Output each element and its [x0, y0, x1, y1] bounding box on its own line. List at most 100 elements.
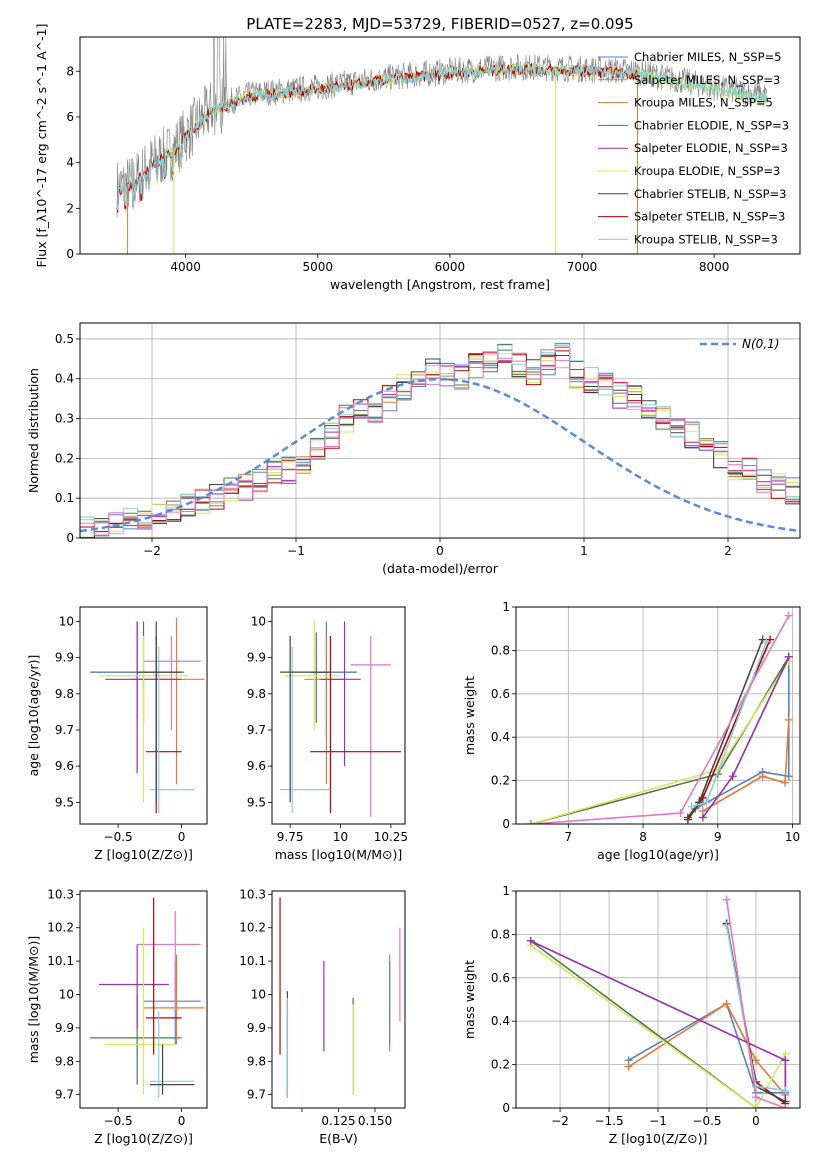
y-tick-label: 0.2: [55, 451, 74, 465]
y-tick-label: 1: [502, 884, 510, 898]
x-tick-label: 10: [333, 830, 348, 844]
axes-frame: [271, 890, 406, 1109]
x-tick-label: −2: [551, 1114, 569, 1128]
y-tick-label: 9.5: [55, 795, 74, 809]
x-axis-label: wavelength [Angstrom, rest frame]: [330, 277, 550, 292]
weight-marker: [728, 772, 737, 781]
axes-frame: [271, 606, 406, 825]
weight-marker: [751, 1056, 760, 1065]
x-tick-label: 8: [639, 830, 647, 844]
x-axis-label: Z [log10(Z/Z⊙)]: [94, 1131, 193, 1146]
y-axis-label: mass weight: [462, 960, 477, 1039]
y-axis-label: age [log10(age/yr)]: [26, 655, 41, 777]
y-tick-label: 9.8: [247, 687, 266, 701]
y-tick-label: 10.3: [47, 887, 74, 901]
y-axis-label: mass [log10(M/M⊙)]: [26, 936, 41, 1064]
x-tick-label: 5000: [303, 260, 334, 274]
y-tick-label: 10: [251, 614, 266, 628]
y-tick-label: 10.2: [47, 921, 74, 935]
plot-area: [526, 611, 793, 824]
y-tick-label: 0.2: [491, 1058, 510, 1072]
legend-label: Kroupa ELODIE, N_SSP=3: [634, 164, 780, 178]
weight-marker: [683, 813, 692, 822]
axes-frame: [515, 606, 801, 825]
weight-marker: [722, 999, 731, 1008]
legend-label: Kroupa STELIB, N_SSP=3: [634, 232, 778, 246]
panel-mass_vs_ebv: 0.125 0.150 9.7 9.8 9.9 10 10.1 10.2 10.3 E(B-V): [239, 887, 406, 1146]
y-tick-label: 9.5: [247, 795, 266, 809]
panel-age_vs_Z: −0.5 0 9.5 9.6 9.7 9.8 9.9 10 Z [log10(Z/Z⊙)] age…: [26, 606, 208, 862]
y-tick-label: 2: [66, 201, 74, 215]
y-tick-label: 0: [66, 247, 74, 261]
y-tick-label: 1: [502, 600, 510, 614]
legend-label: Kroupa MILES, N_SSP=5: [634, 96, 773, 110]
y-tick-label: 0: [502, 1101, 510, 1115]
x-tick-label: −0.5: [104, 830, 133, 844]
model-spectrum-line-kroupa_stelib: [116, 62, 768, 211]
weight-marker: [687, 802, 696, 811]
panel-spectrum: 4000 5000 6000 7000 8000 0 2 4 6 8 wavelength [Ang…: [34, 24, 801, 292]
figure-title: PLATE=2283, MJD=53729, FIBERID=0527, z=0…: [246, 15, 633, 33]
plot-area: [280, 621, 401, 817]
y-tick-label: 0: [66, 531, 74, 545]
x-tick-label: 6000: [435, 260, 466, 274]
y-tick-label: 0.4: [491, 1014, 510, 1028]
weight-line-kroupa_elodie: [530, 944, 787, 1108]
weight-line-chabrier_elodie: [530, 940, 786, 1108]
x-tick-label: 0.150: [358, 1114, 392, 1128]
x-tick-label: 7: [564, 830, 572, 844]
y-tick-label: 9.9: [247, 1021, 266, 1035]
y-tick-label: 9.6: [55, 759, 74, 773]
legend-label: N(0,1): [742, 337, 779, 351]
y-tick-label: 0.6: [491, 687, 510, 701]
y-tick-label: 9.8: [55, 1054, 74, 1068]
x-axis-label: (data-model)/error: [382, 561, 499, 576]
y-tick-label: 10.2: [239, 921, 266, 935]
y-axis-label: Flux [f_λ10^-17 erg cm^-2 s^-1 A^-1]: [34, 24, 49, 268]
y-tick-label: 0: [502, 817, 510, 831]
y-tick-label: 8: [66, 64, 74, 78]
weight-marker: [781, 1056, 790, 1065]
y-tick-label: 9.9: [55, 651, 74, 665]
legend-label: Salpeter STELIB, N_SSP=3: [634, 210, 785, 224]
plot-area: [80, 342, 800, 538]
y-tick-label: 0.8: [491, 927, 510, 941]
y-axis-label: mass weight: [462, 676, 477, 755]
y-tick-label: 6: [66, 110, 74, 124]
legend-label: Chabrier MILES, N_SSP=5: [634, 50, 781, 64]
weight-marker: [702, 798, 711, 807]
y-tick-label: 9.9: [55, 1021, 74, 1035]
axes-frame: [79, 890, 208, 1109]
panel-age_vs_mass: 9.75 10 10.25 9.5 9.6 9.7 9.8 9.9 10 mass [log10(…: [247, 606, 408, 862]
y-tick-label: 10: [59, 614, 74, 628]
x-tick-label: −0.5: [104, 1114, 133, 1128]
axes-frame: [79, 606, 208, 825]
y-tick-label: 0.6: [491, 971, 510, 985]
legend-label: Chabrier STELIB, N_SSP=3: [634, 187, 786, 201]
x-tick-label: 7000: [567, 260, 598, 274]
y-tick-label: 0.1: [55, 491, 74, 505]
weight-marker: [781, 778, 790, 787]
model-spectrum-line-salpeter_stelib: [116, 62, 638, 213]
legend-label: Salpeter ELODIE, N_SSP=3: [634, 141, 788, 155]
weight-marker: [784, 611, 793, 620]
y-tick-label: 9.6: [247, 759, 266, 773]
x-tick-label: 8000: [699, 260, 730, 274]
x-tick-label: 9.75: [277, 830, 304, 844]
y-axis-label: Normed distribution: [26, 368, 41, 493]
y-tick-label: 9.8: [247, 1054, 266, 1068]
x-tick-label: 1: [580, 544, 588, 558]
y-tick-label: 0.8: [491, 643, 510, 657]
y-tick-label: 0.4: [55, 372, 74, 386]
observed-spectrum-line: [116, 37, 768, 218]
y-tick-label: 9.7: [247, 1088, 266, 1102]
panel-mass_vs_Z: −0.5 0 9.7 9.8 9.9 10 10.1 10.2 10.3 Z [log10(Z/Z…: [26, 887, 208, 1146]
panel-weight_vs_Z: −2 −1.5 −1 −0.5 0 0 0.2 0.4 0.6 0.8 1 Z [log10(Z/Z⊙…: [462, 884, 801, 1146]
x-tick-label: −2: [143, 544, 161, 558]
x-tick-label: −0.5: [692, 1114, 721, 1128]
weight-line-salpeter_miles: [702, 719, 790, 812]
x-tick-label: 4000: [170, 260, 201, 274]
y-tick-label: 10.1: [239, 954, 266, 968]
